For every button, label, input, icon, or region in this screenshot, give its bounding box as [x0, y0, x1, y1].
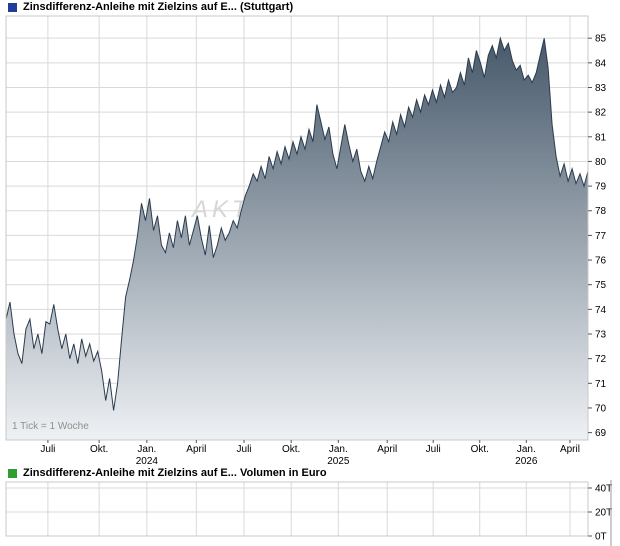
- svg-text:85: 85: [595, 34, 607, 45]
- volume-chart-canvas: 0T 20T 40T: [5, 480, 612, 546]
- svg-text:84: 84: [595, 58, 607, 69]
- svg-text:81: 81: [595, 132, 607, 143]
- price-chart-area: AKTIEN6970717273747576777879808182838485…: [0, 14, 620, 466]
- price-chart-header: Zinsdifferenz-Anleihe mit Zielzins auf E…: [0, 0, 620, 14]
- svg-text:2026: 2026: [515, 456, 538, 466]
- price-series-marker-icon: [8, 2, 17, 12]
- price-chart-canvas: AKTIEN6970717273747576777879808182838485…: [5, 15, 607, 466]
- svg-text:Juli: Juli: [426, 444, 441, 455]
- svg-text:Juli: Juli: [40, 444, 55, 455]
- volume-grid: [6, 482, 588, 537]
- price-y-axis: 69 70 71 72 73 74 75 76 77 78 79 80 81 82 83 84 85: [588, 34, 607, 439]
- volume-y-axis: 0T 20T 40T: [588, 484, 612, 543]
- svg-text:Okt.: Okt.: [282, 444, 300, 455]
- svg-text:70: 70: [595, 403, 607, 414]
- volume-plot-border: [5, 481, 589, 537]
- price-plot-border: [5, 15, 589, 441]
- svg-text:71: 71: [595, 379, 607, 390]
- svg-text:2025: 2025: [327, 456, 350, 466]
- svg-text:Jan.: Jan.: [329, 444, 348, 455]
- price-area: [6, 38, 588, 440]
- svg-text:79: 79: [595, 182, 607, 193]
- svg-text:0T: 0T: [595, 532, 607, 543]
- volume-series-marker-icon: [8, 468, 17, 478]
- svg-text:20T: 20T: [595, 508, 612, 519]
- svg-text:72: 72: [595, 354, 607, 365]
- svg-text:75: 75: [595, 280, 607, 291]
- svg-text:82: 82: [595, 108, 607, 119]
- svg-text:Okt.: Okt.: [471, 444, 489, 455]
- svg-text:April: April: [560, 444, 580, 455]
- svg-text:40T: 40T: [595, 484, 612, 495]
- svg-text:76: 76: [595, 256, 607, 267]
- volume-chart-header: Zinsdifferenz-Anleihe mit Zielzins auf E…: [0, 466, 620, 480]
- svg-text:78: 78: [595, 206, 607, 217]
- svg-text:Juli: Juli: [237, 444, 252, 455]
- svg-text:73: 73: [595, 330, 607, 341]
- svg-text:Jan.: Jan.: [137, 444, 156, 455]
- svg-text:74: 74: [595, 305, 607, 316]
- price-chart-title: Zinsdifferenz-Anleihe mit Zielzins auf E…: [23, 1, 294, 13]
- svg-text:77: 77: [595, 231, 607, 242]
- svg-text:2024: 2024: [136, 456, 159, 466]
- svg-text:69: 69: [595, 428, 607, 439]
- svg-text:83: 83: [595, 83, 607, 94]
- svg-text:80: 80: [595, 157, 607, 168]
- price-line: [5, 36, 589, 411]
- svg-text:Okt.: Okt.: [90, 444, 108, 455]
- svg-text:April: April: [186, 444, 206, 455]
- volume-chart-title: Zinsdifferenz-Anleihe mit Zielzins auf E…: [23, 467, 327, 479]
- tick-unit-note: 1 Tick = 1 Woche: [12, 421, 89, 432]
- svg-text:April: April: [377, 444, 397, 455]
- svg-text:Jan.: Jan.: [517, 444, 536, 455]
